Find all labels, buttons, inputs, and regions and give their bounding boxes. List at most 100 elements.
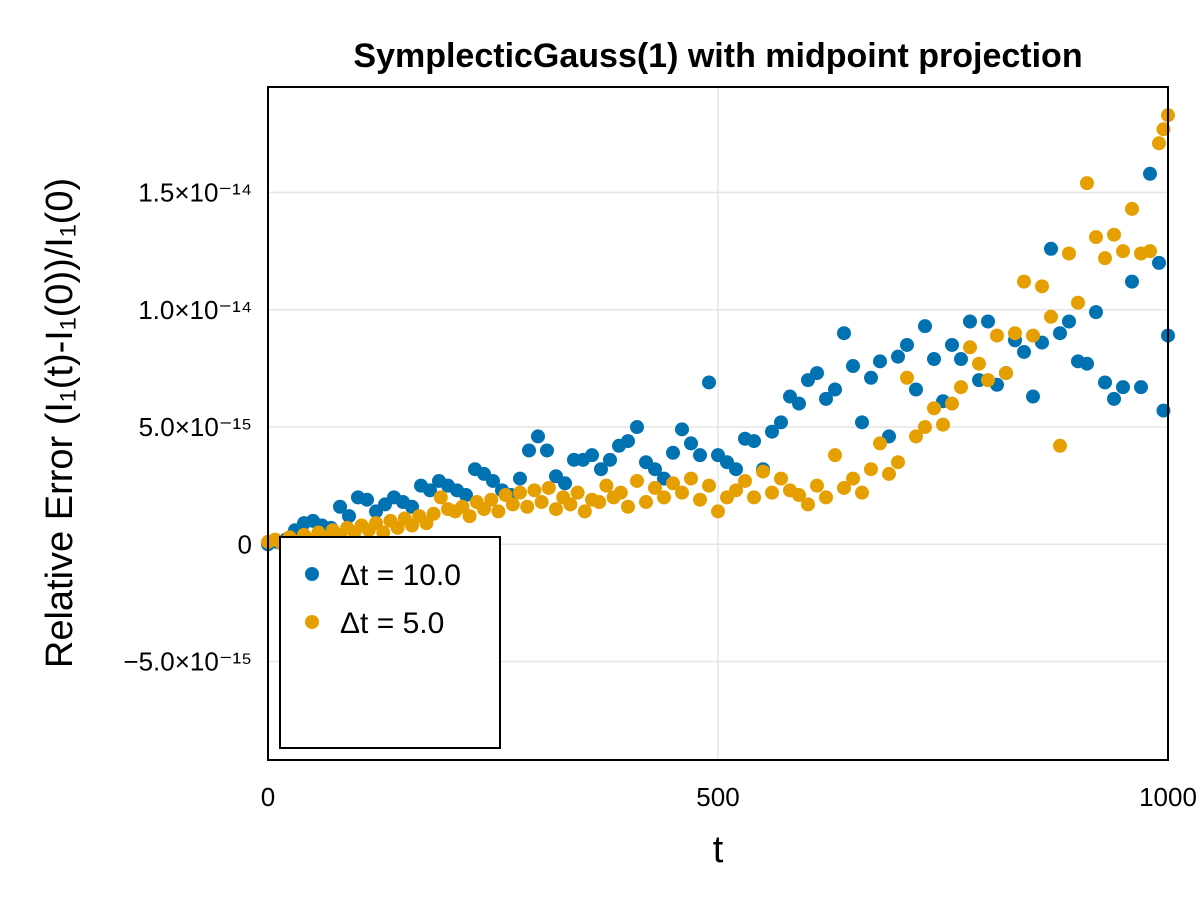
data-point	[1053, 326, 1067, 341]
x-axis-ticks: 0 500 1000	[261, 782, 1197, 812]
data-point	[837, 326, 851, 341]
data-point	[639, 495, 653, 510]
data-point	[570, 485, 585, 500]
data-point	[603, 452, 617, 467]
data-point	[531, 429, 545, 444]
data-point	[873, 436, 887, 451]
data-point	[513, 485, 527, 500]
data-point	[981, 373, 995, 388]
data-point	[558, 476, 572, 491]
data-point	[505, 497, 520, 512]
data-point	[486, 473, 500, 488]
data-point	[1143, 244, 1157, 259]
data-point	[963, 340, 977, 355]
data-point	[1035, 279, 1049, 294]
data-point	[648, 462, 662, 477]
data-point	[801, 497, 815, 512]
data-point	[999, 366, 1013, 381]
data-point	[855, 415, 869, 430]
data-point	[1125, 201, 1139, 216]
data-point	[792, 396, 806, 411]
data-point	[891, 349, 905, 364]
data-point	[873, 354, 887, 369]
data-point	[810, 478, 824, 493]
data-point	[810, 366, 824, 381]
data-point	[990, 328, 1004, 343]
data-point	[774, 415, 788, 430]
data-point	[747, 490, 761, 505]
data-point	[963, 314, 977, 329]
data-point	[1071, 295, 1085, 310]
data-point	[1098, 251, 1112, 266]
legend: Δt = 10.0 Δt = 5.0	[279, 536, 501, 749]
data-point	[491, 504, 506, 519]
data-point	[1134, 380, 1148, 395]
data-point	[1143, 166, 1157, 181]
data-point	[613, 485, 628, 500]
data-point	[549, 502, 563, 517]
data-point	[426, 506, 441, 521]
data-point	[693, 448, 707, 463]
legend-marker	[305, 567, 319, 581]
data-point	[846, 359, 860, 374]
data-point	[1044, 241, 1058, 256]
data-point	[592, 495, 607, 510]
data-point	[711, 504, 725, 519]
data-point	[729, 462, 743, 477]
data-point	[630, 473, 644, 488]
data-point	[1089, 230, 1103, 245]
x-axis-label: t	[713, 829, 724, 871]
data-point	[433, 490, 448, 505]
data-point	[630, 420, 644, 435]
data-point	[1017, 274, 1031, 289]
data-point	[1017, 344, 1031, 359]
data-point	[527, 483, 542, 498]
data-point	[693, 492, 707, 507]
data-point	[774, 471, 788, 486]
data-point	[541, 480, 556, 495]
data-point	[577, 504, 592, 519]
data-point	[1125, 274, 1139, 289]
data-point	[1152, 255, 1166, 270]
data-point	[927, 401, 941, 416]
data-point	[423, 483, 437, 498]
data-point	[936, 417, 950, 432]
data-point	[765, 424, 779, 439]
data-point	[563, 497, 578, 512]
data-point	[1080, 356, 1094, 371]
data-point	[765, 485, 779, 500]
data-point	[981, 314, 995, 329]
data-point	[520, 499, 535, 514]
data-point	[585, 448, 599, 463]
data-point	[684, 471, 698, 486]
plot-frame	[267, 86, 1169, 761]
data-point	[864, 370, 878, 385]
y-axis-ticks: −5.0×10⁻¹⁵ 0 5.0×10⁻¹⁵ 1.0×10⁻¹⁴ 1.5×10⁻¹⁴	[123, 178, 252, 677]
data-point	[729, 483, 743, 498]
x-tick-label: 1000	[1139, 782, 1197, 812]
data-point	[1116, 380, 1130, 395]
data-point	[918, 420, 932, 435]
data-point	[1053, 438, 1067, 453]
data-point	[333, 499, 347, 514]
data-point	[648, 480, 662, 495]
data-point	[534, 495, 549, 510]
data-point	[540, 443, 554, 458]
legend-marker	[305, 615, 319, 629]
data-point	[909, 429, 923, 444]
data-point	[675, 485, 689, 500]
legend-label: Δt = 5.0	[340, 607, 444, 640]
data-point	[891, 455, 905, 470]
y-tick-label: −5.0×10⁻¹⁵	[123, 647, 252, 677]
series-1	[261, 108, 1175, 552]
data-point	[1107, 391, 1121, 406]
data-point	[1089, 305, 1103, 320]
data-point	[513, 471, 527, 486]
data-point	[657, 490, 671, 505]
data-point	[666, 476, 680, 491]
y-axis-label: Relative Error (I₁(t)-I₁(0))/I₁(0)	[39, 178, 81, 668]
data-point	[828, 448, 842, 463]
data-point	[1098, 375, 1112, 390]
x-tick-label: 0	[261, 782, 275, 812]
